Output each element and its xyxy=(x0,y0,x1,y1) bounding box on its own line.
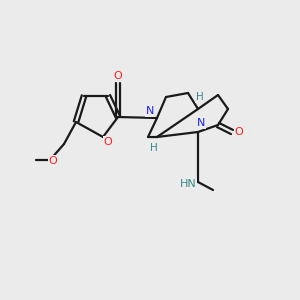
Text: O: O xyxy=(49,156,57,166)
Text: H: H xyxy=(150,143,158,153)
Text: O: O xyxy=(235,127,243,137)
Text: O: O xyxy=(114,71,122,81)
Text: HN: HN xyxy=(180,179,196,189)
Text: N: N xyxy=(146,106,154,116)
Text: N: N xyxy=(197,118,205,128)
Text: O: O xyxy=(103,137,112,147)
Text: H: H xyxy=(196,92,204,102)
